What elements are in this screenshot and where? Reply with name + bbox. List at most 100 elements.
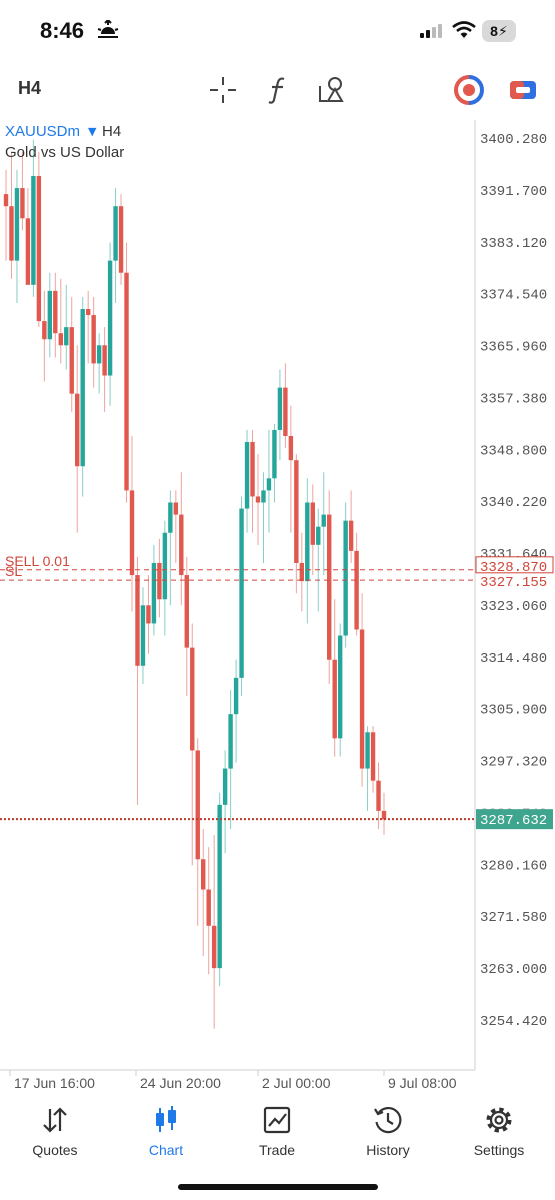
chart-canvas[interactable]: 3400.280 3391.700 3383.120 3374.540 3365.960… bbox=[0, 118, 555, 1098]
timeframe-button[interactable]: H4 bbox=[18, 78, 42, 98]
time-tick-label: 9 Jul 08:00 bbox=[388, 1075, 457, 1091]
candle-body bbox=[244, 442, 250, 509]
bid-price-box bbox=[476, 809, 553, 830]
tab-label: Trade bbox=[258, 1142, 296, 1158]
chart-toolbar: H4 bbox=[0, 62, 555, 118]
candle-body bbox=[129, 490, 135, 576]
candle-body bbox=[255, 496, 261, 503]
candle-body bbox=[85, 309, 91, 316]
candle-body bbox=[96, 345, 102, 364]
candle-body bbox=[327, 514, 332, 660]
candle-body bbox=[135, 575, 140, 666]
candle-body bbox=[168, 502, 173, 533]
candle-body bbox=[354, 550, 359, 630]
candle-body bbox=[283, 387, 288, 436]
candle-body bbox=[179, 514, 184, 576]
candle-body bbox=[75, 393, 80, 467]
bid-price-label: 3287.632 bbox=[480, 813, 547, 829]
price-tick-label: 3280.160 bbox=[480, 858, 547, 874]
candle-body bbox=[222, 768, 228, 805]
one-click-trading-icon[interactable] bbox=[507, 74, 539, 106]
cellular-signal-icon bbox=[420, 24, 442, 38]
candle-body bbox=[381, 810, 387, 820]
candle-body bbox=[25, 218, 31, 285]
crosshair-icon[interactable] bbox=[207, 74, 239, 106]
price-tick-label: 3297.320 bbox=[480, 755, 547, 771]
price-tick-label: 3374.540 bbox=[480, 288, 547, 304]
candle-body bbox=[305, 502, 310, 582]
candle-body bbox=[370, 732, 376, 781]
candle-body bbox=[348, 520, 354, 551]
stop-loss-label[interactable]: SL bbox=[5, 563, 22, 579]
candle-body bbox=[332, 659, 337, 739]
time-tick-label: 2 Jul 00:00 bbox=[262, 1075, 331, 1091]
tab-settings[interactable]: Settings bbox=[449, 1104, 549, 1164]
home-indicator bbox=[178, 1184, 378, 1190]
candle-body bbox=[64, 327, 69, 346]
candle-body bbox=[294, 460, 299, 563]
wifi-icon bbox=[452, 21, 476, 38]
symbol-name[interactable]: XAUUSDm bbox=[5, 123, 80, 140]
settings-gear-icon bbox=[486, 1107, 512, 1133]
candle-body bbox=[321, 514, 326, 527]
candle-body bbox=[316, 526, 321, 545]
candle-body bbox=[206, 889, 211, 926]
candle-body bbox=[365, 732, 370, 769]
candle-body bbox=[310, 502, 315, 545]
price-tick-label: 3323.060 bbox=[480, 599, 547, 615]
tab-quotes[interactable]: Quotes bbox=[5, 1104, 105, 1164]
candle-body bbox=[261, 490, 266, 503]
symbol-timeframe: H4 bbox=[102, 123, 121, 140]
objects-icon[interactable] bbox=[316, 74, 348, 106]
stop-loss-price-label: 3327.155 bbox=[480, 575, 547, 591]
price-tick-label: 3400.280 bbox=[480, 132, 547, 148]
candle-body bbox=[140, 605, 146, 666]
candle-body bbox=[124, 272, 129, 491]
tab-label: History bbox=[366, 1142, 410, 1158]
price-tick-label: 3314.480 bbox=[480, 651, 547, 667]
price-tick-label: 3305.900 bbox=[480, 703, 547, 719]
candle-body bbox=[42, 321, 47, 340]
symbol-dropdown-icon[interactable]: ▼ bbox=[88, 125, 97, 138]
candle-body bbox=[190, 647, 195, 751]
candle-body bbox=[277, 387, 283, 430]
sell-order-label[interactable]: SELL 0.01 bbox=[5, 553, 70, 569]
status-bar: 8:46 8⚡ bbox=[0, 0, 555, 62]
history-clock-icon bbox=[374, 1107, 402, 1134]
candle-body bbox=[233, 677, 239, 715]
candle-body bbox=[31, 175, 36, 285]
trade-chart-icon bbox=[263, 1106, 291, 1134]
candle-body bbox=[250, 442, 255, 497]
candle-body bbox=[3, 194, 9, 207]
tab-chart[interactable]: Chart bbox=[116, 1104, 216, 1164]
candle-body bbox=[337, 635, 343, 739]
price-tick-label: 3357.380 bbox=[480, 391, 547, 407]
tab-history[interactable]: History bbox=[338, 1104, 438, 1164]
time-tick-label: 17 Jun 16:00 bbox=[14, 1075, 95, 1091]
candle-body bbox=[359, 629, 365, 769]
candles-group bbox=[3, 139, 387, 1029]
time-tick-label: 24 Jun 20:00 bbox=[140, 1075, 221, 1091]
candle-body bbox=[91, 315, 96, 364]
candle-body bbox=[102, 345, 107, 376]
price-tick-label: 3383.120 bbox=[480, 236, 547, 252]
candle-body bbox=[53, 290, 58, 334]
candles-icon bbox=[156, 1106, 176, 1132]
price-tick-label: 3365.960 bbox=[480, 340, 547, 356]
candle-body bbox=[113, 206, 118, 261]
candle-body bbox=[228, 714, 233, 769]
price-tick-label: 3340.220 bbox=[480, 495, 547, 511]
indicators-icon[interactable] bbox=[262, 74, 294, 106]
symbol-description: Gold vs US Dollar bbox=[5, 144, 124, 161]
tab-trade[interactable]: Trade bbox=[227, 1104, 327, 1164]
trade-colors-icon[interactable] bbox=[453, 74, 485, 106]
candle-body bbox=[272, 429, 277, 479]
price-tick-label: 3348.800 bbox=[480, 443, 547, 459]
candle-body bbox=[266, 478, 272, 491]
price-chart[interactable]: 3400.280 3391.700 3383.120 3374.540 3365.960… bbox=[0, 118, 555, 1098]
price-tick-label: 3254.420 bbox=[480, 1014, 547, 1030]
price-tick-label: 3263.000 bbox=[480, 962, 547, 978]
candle-body bbox=[162, 532, 168, 600]
candle-body bbox=[118, 206, 124, 273]
candle-body bbox=[201, 859, 206, 890]
